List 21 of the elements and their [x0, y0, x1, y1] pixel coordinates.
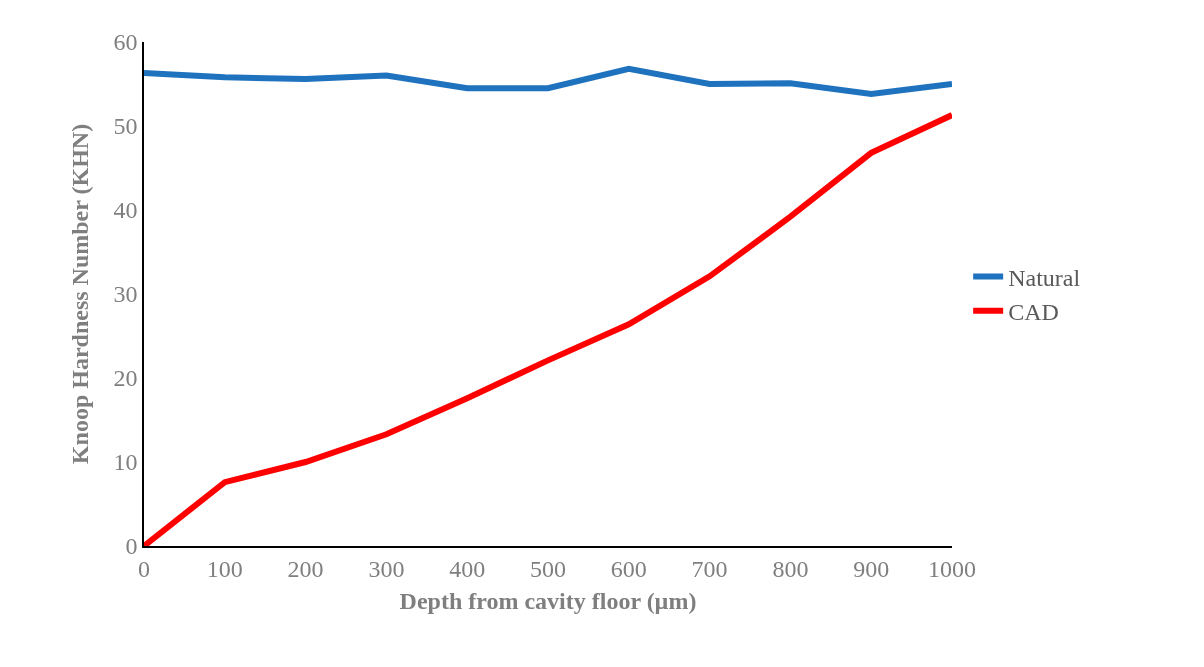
- x-axis-title: Depth from cavity floor (µm): [399, 588, 697, 615]
- x-tick-label: 400: [449, 555, 486, 582]
- x-tick-label: 800: [772, 555, 809, 582]
- x-tick-label: 1000: [928, 555, 976, 582]
- y-axis-title: Knoop Hardness Number (KHN): [67, 123, 94, 465]
- y-tick-label: 30: [113, 281, 138, 308]
- y-tick-label: 10: [113, 449, 138, 476]
- x-tick-label: 500: [530, 555, 566, 582]
- legend-label: CAD: [1008, 299, 1059, 326]
- x-tick-label: 200: [287, 555, 324, 582]
- x-tick-label: 300: [368, 555, 405, 582]
- y-tick-label: 50: [113, 113, 138, 140]
- x-tick-label: 900: [853, 555, 890, 582]
- x-tick-label: 100: [206, 555, 243, 582]
- x-tick-label: 600: [610, 555, 647, 582]
- legend-label: Natural: [1008, 264, 1081, 291]
- y-tick-label: 0: [125, 533, 138, 560]
- x-tick-label: 700: [691, 555, 728, 582]
- y-tick-label: 40: [113, 197, 138, 224]
- y-tick-label: 20: [113, 365, 138, 392]
- y-tick-label: 60: [113, 29, 138, 56]
